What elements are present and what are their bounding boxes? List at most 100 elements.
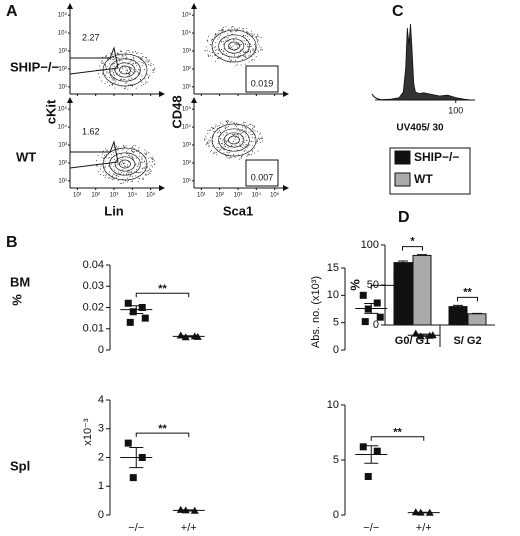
error-bar	[181, 509, 196, 512]
event-dot	[142, 177, 144, 179]
event-dot	[125, 59, 127, 61]
event-dot	[236, 134, 238, 136]
x-tick-label: +/+	[181, 522, 197, 534]
event-dot	[225, 142, 227, 144]
event-dot	[106, 68, 108, 70]
event-dot	[223, 134, 225, 136]
event-dot	[241, 140, 243, 142]
event-dot	[236, 63, 238, 65]
y-tick-label: 5	[333, 317, 339, 329]
event-dot	[120, 50, 122, 52]
event-dot	[242, 126, 244, 128]
event-dot	[254, 125, 256, 127]
event-dot	[141, 53, 143, 55]
event-dot	[114, 87, 116, 89]
event-dot	[100, 165, 102, 167]
event-dot	[129, 175, 131, 177]
contour	[211, 123, 257, 157]
event-dot	[261, 136, 263, 138]
event-dot	[248, 131, 250, 133]
event-dot	[125, 69, 127, 71]
significance-bracket	[457, 296, 478, 302]
event-dot	[144, 149, 146, 151]
event-dot	[146, 174, 148, 176]
y-tick-label: 10³	[182, 143, 191, 149]
event-dot	[229, 57, 231, 59]
panel-label: D	[398, 209, 410, 226]
event-dot	[145, 57, 147, 59]
event-dot	[232, 134, 234, 136]
event-dot	[225, 140, 227, 142]
event-dot	[242, 131, 244, 133]
event-dot	[243, 121, 245, 123]
event-dot	[229, 46, 231, 48]
event-dot	[112, 78, 114, 80]
event-dot	[209, 139, 211, 141]
event-dot	[212, 140, 214, 142]
contour	[114, 156, 136, 172]
event-dot	[204, 135, 206, 137]
event-dot	[245, 130, 247, 132]
event-dot	[102, 150, 104, 152]
event-dot	[236, 44, 238, 46]
event-dot	[126, 181, 128, 183]
event-dot	[119, 73, 121, 75]
event-dot	[220, 57, 222, 59]
event-dot	[137, 149, 139, 151]
event-dot	[122, 178, 124, 180]
event-dot	[243, 35, 245, 37]
event-dot	[215, 41, 217, 43]
event-dot	[98, 171, 100, 173]
event-dot	[135, 175, 137, 177]
event-dot	[109, 52, 111, 54]
event-dot	[111, 83, 113, 85]
event-dot	[123, 173, 125, 175]
event-dot	[217, 58, 219, 60]
contour	[223, 132, 245, 148]
event-dot	[100, 174, 102, 176]
event-dot	[130, 172, 132, 174]
event-dot	[254, 33, 256, 35]
event-dot	[221, 140, 223, 142]
event-dot	[131, 151, 133, 153]
y-tick-label: 3	[98, 423, 104, 435]
event-dot	[132, 146, 134, 148]
event-dot	[220, 40, 222, 42]
event-dot	[213, 36, 215, 38]
event-dot	[211, 52, 213, 54]
event-dot	[132, 158, 134, 160]
event-dot	[229, 156, 231, 158]
event-dot	[120, 154, 122, 156]
event-dot	[138, 164, 140, 166]
event-dot	[245, 149, 247, 151]
x-tick-label: 10¹	[73, 193, 82, 199]
event-dot	[106, 71, 108, 73]
event-dot	[236, 122, 238, 124]
event-dot	[105, 54, 107, 56]
event-dot	[241, 156, 243, 158]
event-dot	[234, 55, 236, 57]
event-dot	[245, 35, 247, 37]
event-dot	[220, 30, 222, 32]
event-dot	[206, 40, 208, 42]
y-tick-label: 10²	[58, 66, 67, 72]
event-dot	[219, 129, 221, 131]
event-dot	[105, 66, 107, 68]
bar	[448, 306, 468, 326]
data-point	[373, 447, 381, 455]
event-dot	[135, 164, 137, 166]
event-dot	[123, 163, 125, 165]
x-tick-label: 10²	[215, 193, 224, 199]
event-dot	[132, 56, 134, 58]
event-dot	[130, 83, 132, 85]
event-dot	[260, 48, 262, 50]
x-axis-label: Sca1	[223, 203, 253, 218]
event-dot	[216, 147, 218, 149]
event-dot	[122, 182, 124, 184]
event-dot	[105, 56, 107, 58]
y-tick-label: 50	[367, 279, 379, 291]
event-dot	[152, 166, 154, 168]
event-dot	[112, 72, 114, 74]
y-tick-label: 10⁵	[182, 12, 192, 19]
event-dot	[135, 69, 137, 71]
